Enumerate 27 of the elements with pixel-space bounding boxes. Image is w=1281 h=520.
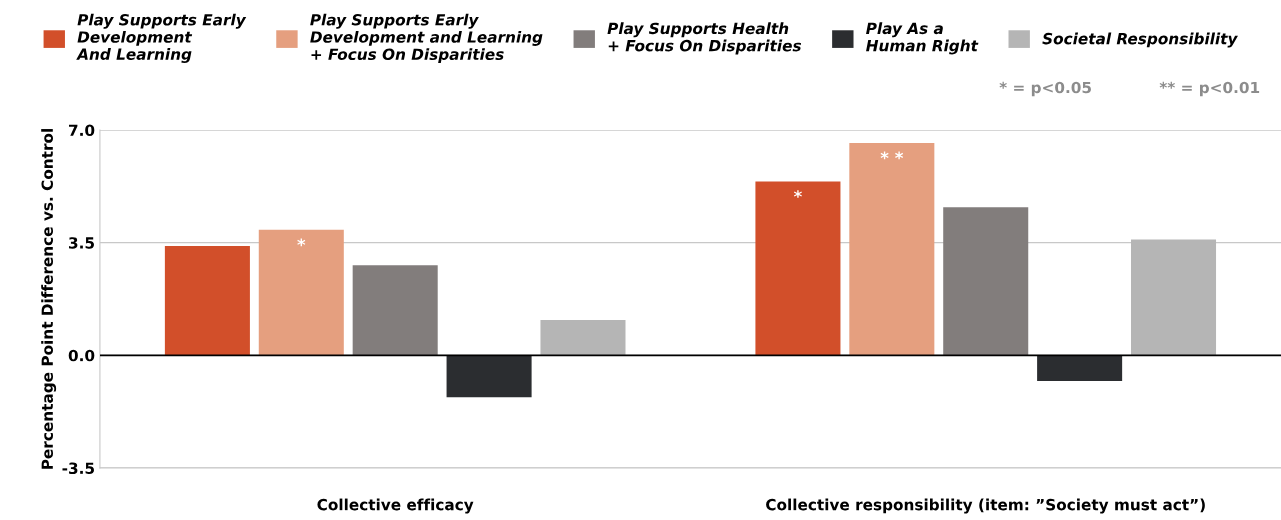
bar bbox=[1037, 355, 1123, 382]
x-tick-label: Collective responsibility (item: ”Society must act”) bbox=[766, 498, 1205, 514]
legend-label: Play Supports Early Development And Learning bbox=[76, 13, 247, 63]
bar bbox=[446, 355, 532, 398]
y-tick-label: -3.5 bbox=[62, 462, 94, 475]
bar bbox=[943, 207, 1029, 356]
bar bbox=[258, 229, 344, 356]
legend-label: Societal Responsibility bbox=[1042, 32, 1238, 48]
y-axis-title: Percentage Point Difference vs. Control bbox=[41, 129, 57, 469]
bar bbox=[540, 319, 626, 356]
legend-label: Play As a Human Right bbox=[866, 22, 979, 55]
y-tick-label: 3.5 bbox=[69, 237, 94, 249]
data-label: * bbox=[793, 190, 802, 198]
legend-label: Play Supports Health + Focus On Disparities bbox=[607, 22, 802, 55]
text: * = p<0.05 bbox=[999, 81, 1091, 97]
bar bbox=[164, 245, 250, 356]
bar bbox=[755, 181, 841, 356]
text: ** = p<0.01 bbox=[1159, 81, 1260, 97]
x-tick-label: Collective efficacy bbox=[317, 498, 474, 514]
y-tick-label: 7.0 bbox=[69, 124, 95, 137]
y-tick-label: 0.0 bbox=[68, 349, 95, 362]
data-label: * * bbox=[880, 151, 904, 160]
bar bbox=[352, 265, 438, 356]
legend-label: Play Supports Early Development and Learning + Focus On Disparities bbox=[310, 13, 543, 63]
bar bbox=[849, 142, 935, 356]
bar bbox=[1131, 239, 1217, 356]
data-label: * bbox=[297, 238, 306, 247]
